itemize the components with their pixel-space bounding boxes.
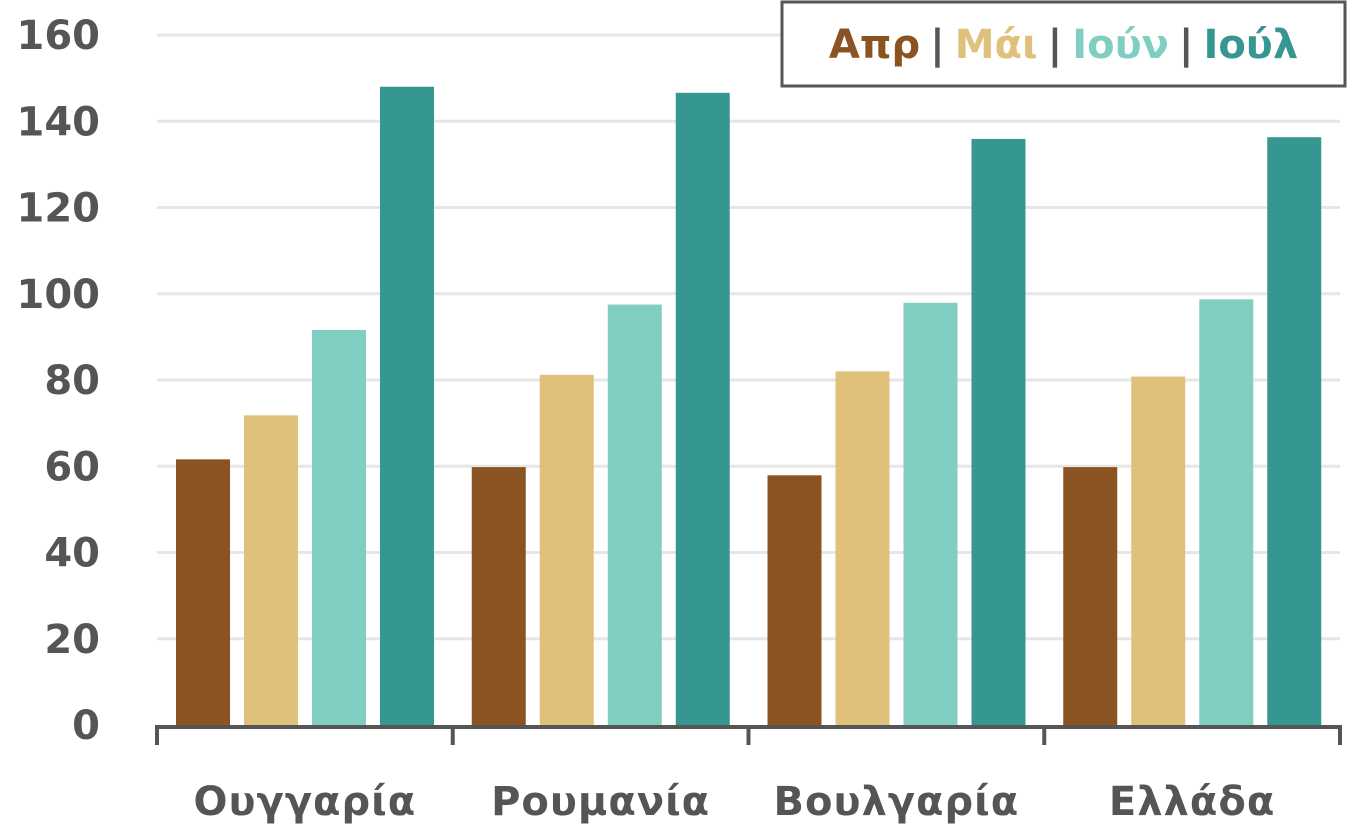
bar-group xyxy=(767,138,1026,725)
bar xyxy=(1199,299,1254,725)
bar xyxy=(380,86,434,725)
y-tick-label: 20 xyxy=(44,617,100,663)
y-tick-label: 140 xyxy=(17,99,101,145)
bar-group xyxy=(1063,137,1322,726)
y-tick-label: 0 xyxy=(72,703,100,749)
bars xyxy=(176,86,1322,726)
y-tick-label: 120 xyxy=(17,186,101,232)
bar xyxy=(1131,376,1186,725)
bar xyxy=(244,415,298,725)
bar xyxy=(835,371,890,725)
legend-entry: Ιούλ xyxy=(1203,22,1298,68)
y-axis-tick-labels: 0 20 40 60 80 100 120 140 160 xyxy=(17,13,101,749)
y-tick-label: 60 xyxy=(44,444,100,490)
legend-box xyxy=(780,0,1347,88)
bar xyxy=(539,374,594,725)
x-tick-label: Ελλάδα xyxy=(1109,779,1275,825)
legend-entry: Απρ xyxy=(829,22,920,68)
bar-group xyxy=(176,86,434,725)
x-tick-label: Ουγγαρία xyxy=(194,779,417,825)
bar xyxy=(176,459,230,725)
bar-group xyxy=(471,92,730,726)
bar xyxy=(903,302,958,725)
y-tick-label: 100 xyxy=(17,272,101,318)
bar xyxy=(675,92,730,726)
bar xyxy=(471,467,526,725)
bar xyxy=(607,304,662,725)
legend-entries: Απρ | Μάι | Ιούν | Ιούλ xyxy=(829,22,1298,69)
y-tick-label: 40 xyxy=(44,531,100,577)
legend-entry: Ιούν xyxy=(1072,22,1169,68)
x-axis xyxy=(155,725,1342,745)
legend-separator: | xyxy=(930,22,945,69)
legend: Απρ | Μάι | Ιούν | Ιούλ xyxy=(780,0,1347,88)
legend-entry: Μάι xyxy=(955,22,1038,68)
legend-separator: | xyxy=(1048,22,1063,69)
bar xyxy=(1267,137,1322,726)
x-tick-label: Βουλγαρία xyxy=(774,779,1020,825)
bar xyxy=(1063,467,1118,725)
legend-separator: | xyxy=(1179,22,1194,69)
y-tick-label: 80 xyxy=(44,358,100,404)
bar xyxy=(767,475,822,725)
y-tick-label: 160 xyxy=(17,13,101,59)
x-tick-label: Ρουμανία xyxy=(491,779,710,825)
bar xyxy=(312,329,366,725)
bar xyxy=(971,138,1026,725)
x-axis-category-labels: Ουγγαρία Ρουμανία Βουλγαρία Ελλάδα xyxy=(194,779,1275,825)
